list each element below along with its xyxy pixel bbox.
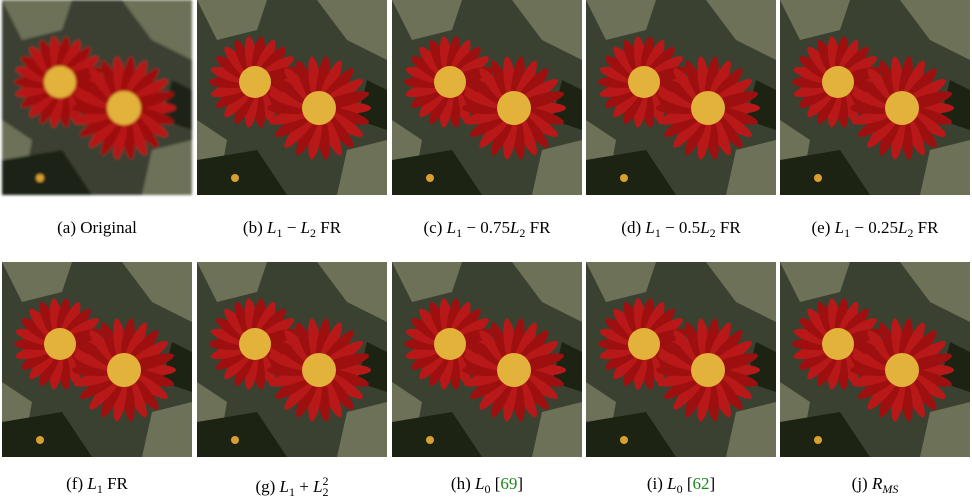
caption: (f) L1 FR	[0, 474, 194, 497]
caption-text: −	[282, 218, 300, 237]
panel-image	[586, 0, 776, 195]
caption-text: FR	[316, 218, 341, 237]
caption-text: ]	[517, 474, 523, 493]
caption-text: L	[280, 477, 289, 496]
caption-text: L	[835, 218, 844, 237]
panel-image	[392, 262, 582, 457]
caption-text: − 0.75	[462, 218, 510, 237]
caption-text: L	[447, 218, 456, 237]
caption-text: (b)	[243, 218, 267, 237]
caption: (j) RMS	[778, 474, 972, 497]
panel-image	[197, 0, 387, 195]
caption-text: R	[872, 474, 882, 493]
caption-text: L	[87, 474, 96, 493]
caption-text: (i)	[647, 474, 667, 493]
caption: (h) L0 [69]	[390, 474, 584, 497]
citation[interactable]: 62	[693, 474, 710, 493]
caption: (c) L1 − 0.75L2 FR	[390, 218, 584, 241]
figure: (a) Original (b) L1 − L2 FR(c) L1 − 0.75L…	[0, 0, 972, 499]
caption-text: FR	[913, 218, 938, 237]
caption-text: [	[683, 474, 693, 493]
caption-text: L	[667, 474, 676, 493]
caption-text: ]	[710, 474, 716, 493]
caption-text: L	[313, 477, 322, 496]
caption-text: (e)	[812, 218, 835, 237]
caption-text: (a) Original	[57, 218, 137, 237]
panels	[0, 0, 972, 499]
panel-image	[2, 0, 192, 195]
panel-image	[780, 0, 970, 195]
caption-text: (h)	[451, 474, 475, 493]
caption-text: L	[301, 218, 310, 237]
caption-text: 2	[323, 474, 329, 488]
caption-text: FR	[103, 474, 128, 493]
panel-image	[392, 0, 582, 195]
caption: (e) L1 − 0.25L2 FR	[778, 218, 972, 241]
caption-text: L	[700, 218, 709, 237]
caption: (g) L1 + L22	[195, 474, 389, 499]
caption: (i) L0 [62]	[584, 474, 778, 497]
panel-image	[586, 262, 776, 457]
caption-text: (c)	[424, 218, 447, 237]
panel-image	[197, 262, 387, 457]
caption: (d) L1 − 0.5L2 FR	[584, 218, 778, 241]
caption-text: (g)	[255, 477, 279, 496]
caption-text: L	[645, 218, 654, 237]
caption: (b) L1 − L2 FR	[195, 218, 389, 241]
caption-text: MS	[882, 482, 898, 496]
caption-text: FR	[716, 218, 741, 237]
caption-text: [	[490, 474, 500, 493]
caption: (a) Original	[0, 218, 194, 238]
caption-text: (f)	[66, 474, 87, 493]
caption-text: (d)	[621, 218, 645, 237]
caption-text: (j)	[852, 474, 872, 493]
citation[interactable]: 69	[500, 474, 517, 493]
caption-text: FR	[525, 218, 550, 237]
caption-text: +	[295, 477, 313, 496]
panel-image	[780, 262, 970, 457]
caption-text: L	[510, 218, 519, 237]
caption-text: − 0.25	[850, 218, 898, 237]
panel-image	[2, 262, 192, 457]
caption-text: − 0.5	[661, 218, 700, 237]
caption-text: L	[898, 218, 907, 237]
